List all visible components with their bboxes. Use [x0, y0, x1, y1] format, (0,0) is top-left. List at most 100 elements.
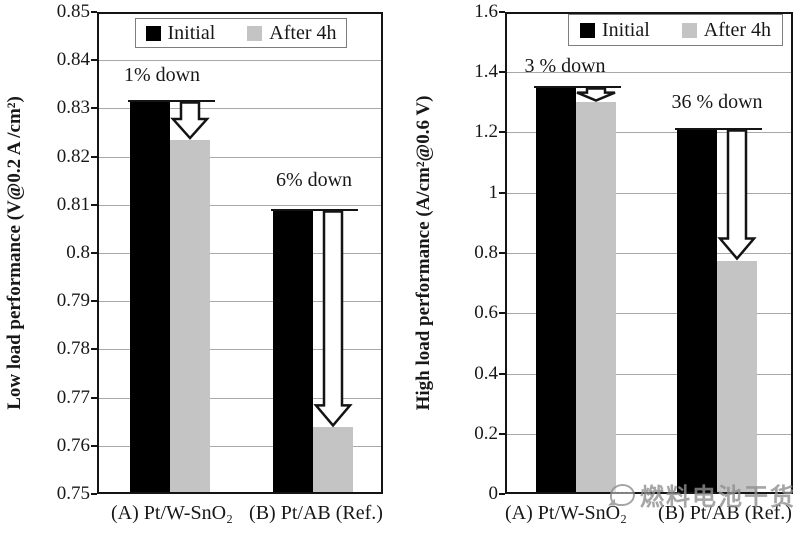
- gridline: [507, 253, 791, 254]
- y-tick-mark: [91, 156, 97, 158]
- drop-arrow-icon: [716, 129, 757, 261]
- category-label: (B) Pt/AB (Ref.): [658, 502, 792, 524]
- gridline: [507, 193, 791, 194]
- y-tick-mark: [91, 59, 97, 61]
- y-tick-mark: [91, 445, 97, 447]
- y-axis-label: High load performance (A/cm²@0.6 V): [413, 95, 434, 411]
- gridline: [99, 398, 381, 399]
- gridline: [507, 374, 791, 375]
- legend-item-after-4h: After 4h: [681, 18, 771, 42]
- y-tick-label: 0.8: [474, 242, 498, 263]
- y-tick-label: 0.82: [56, 146, 90, 167]
- y-tick-label: 0.83: [56, 97, 90, 118]
- drop-arrow-icon: [576, 87, 615, 103]
- y-tick-label: 0: [488, 483, 499, 504]
- y-tick-label: 0.4: [474, 363, 498, 384]
- y-tick-mark: [91, 11, 97, 13]
- gridline: [507, 72, 791, 73]
- legend-item-initial: Initial: [145, 21, 216, 45]
- drop-reference-line: [674, 128, 762, 130]
- chat-bubble-tail: [608, 498, 615, 506]
- y-tick-label: 0.6: [474, 302, 498, 323]
- gridline: [507, 434, 791, 435]
- y-tick-label: 1: [488, 182, 499, 203]
- gridline: [99, 108, 381, 109]
- y-tick-mark: [91, 348, 97, 350]
- annotation-percent-down: 36 % down: [671, 91, 763, 113]
- y-tick-label: 0.2: [474, 423, 498, 444]
- y-tick-label: 0.84: [56, 49, 90, 70]
- watermark-text: 燃料电池干货: [640, 485, 796, 511]
- legend-swatch-initial: [580, 22, 596, 38]
- bar-initial-cat0: [535, 87, 576, 492]
- bar-initial-cat1: [676, 129, 717, 492]
- gridline: [99, 301, 381, 302]
- bar-after4h-cat0: [575, 102, 616, 492]
- bar-initial-cat0: [130, 101, 170, 492]
- watermark: ··· 燃料电池干货: [608, 477, 796, 512]
- legend-label: Initial: [167, 21, 216, 44]
- y-tick-label: 0.75: [56, 483, 90, 504]
- gridline: [507, 313, 791, 314]
- y-tick-mark: [499, 11, 505, 13]
- legend: Initial After 4h: [568, 14, 783, 46]
- y-tick-mark: [91, 252, 97, 254]
- drop-arrow-icon: [312, 209, 353, 427]
- y-tick-mark: [499, 373, 505, 375]
- legend-label: After 4h: [703, 18, 771, 41]
- drop-reference-line: [128, 100, 215, 102]
- legend: Initial After 4h: [135, 18, 347, 48]
- gridline: [507, 132, 791, 133]
- y-tick-label: 0.78: [56, 338, 90, 359]
- y-tick-label: 1.6: [474, 1, 498, 22]
- bar-after4h-cat1: [312, 426, 353, 492]
- gridline: [99, 157, 381, 158]
- y-tick-mark: [499, 192, 505, 194]
- y-tick-mark: [91, 204, 97, 206]
- gridline: [99, 253, 381, 254]
- y-tick-mark: [91, 300, 97, 302]
- y-tick-mark: [499, 312, 505, 314]
- y-tick-label: 1.2: [474, 121, 498, 142]
- annotation-percent-down: 1% down: [123, 64, 201, 86]
- gridline: [99, 60, 381, 61]
- y-tick-mark: [91, 397, 97, 399]
- legend-swatch-after4h: [247, 25, 263, 41]
- chat-bubble-icon: ···: [608, 483, 635, 506]
- category-label: (A) Pt/W-SnO₂: [111, 502, 233, 524]
- y-tick-mark: [91, 493, 97, 495]
- drop-arrow-icon: [170, 101, 210, 141]
- y-tick-label: 0.79: [56, 290, 90, 311]
- annotation-percent-down: 6% down: [275, 169, 353, 191]
- bar-after4h-cat0: [170, 139, 210, 492]
- category-label: (B) Pt/AB (Ref.): [249, 502, 383, 524]
- legend-label: Initial: [602, 18, 650, 41]
- drop-reference-line: [533, 86, 621, 88]
- y-tick-mark: [91, 107, 97, 109]
- bar-after4h-cat1: [716, 260, 757, 492]
- y-tick-mark: [499, 252, 505, 254]
- y-tick-mark: [499, 433, 505, 435]
- category-label: (A) Pt/W-SnO₂: [505, 502, 627, 524]
- y-tick-label: 0.76: [56, 435, 90, 456]
- legend-item-initial: Initial: [580, 19, 650, 42]
- gridline: [99, 349, 381, 350]
- y-tick-label: 0.77: [56, 387, 90, 408]
- legend-label: After 4h: [269, 21, 337, 44]
- y-tick-label: 0.81: [56, 194, 90, 215]
- y-tick-mark: [499, 131, 505, 133]
- y-tick-mark: [499, 493, 505, 495]
- legend-swatch-initial: [145, 25, 161, 41]
- y-tick-label: 0.85: [56, 1, 90, 22]
- y-tick-label: 0.8: [66, 242, 90, 263]
- annotation-percent-down: 3 % down: [524, 55, 606, 77]
- gridline: [99, 205, 381, 206]
- y-tick-mark: [499, 71, 505, 73]
- bar-initial-cat1: [272, 209, 313, 492]
- gridline: [99, 446, 381, 447]
- y-tick-label: 1.4: [474, 61, 498, 82]
- legend-item-after-4h: After 4h: [247, 22, 336, 45]
- legend-swatch-after4h: [681, 22, 697, 38]
- drop-reference-line: [270, 209, 358, 211]
